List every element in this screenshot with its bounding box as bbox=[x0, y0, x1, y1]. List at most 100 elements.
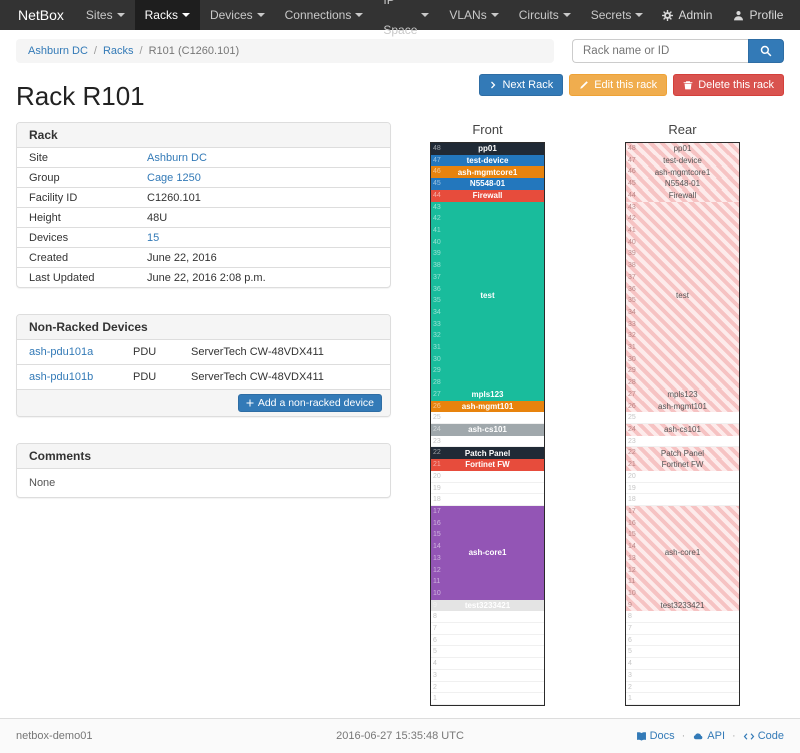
code-link[interactable]: Code bbox=[743, 730, 784, 742]
rack-device-front[interactable]: ash-core1 bbox=[431, 505, 544, 600]
edit-rack-button[interactable]: Edit this rack bbox=[569, 74, 668, 96]
attr-value-link[interactable]: Ashburn DC bbox=[147, 151, 207, 164]
unit-number: 7 bbox=[433, 625, 437, 633]
rack-device-rear[interactable]: ash-mgmtcore1 bbox=[626, 166, 739, 179]
rack-attrs: Site Ashburn DC Group Cage 1250 Facility ID C… bbox=[17, 148, 390, 287]
device-link[interactable]: ash-pdu101b bbox=[29, 371, 94, 383]
rack-device-front[interactable]: ash-mgmt101 bbox=[431, 400, 544, 413]
rack-device-rear[interactable]: test3233421 bbox=[626, 599, 739, 612]
rack-device-front[interactable]: test3233421 bbox=[431, 599, 544, 612]
nav-item-vlans[interactable]: VLANs bbox=[439, 0, 508, 30]
add-non-racked-device-button[interactable]: Add a non-racked device bbox=[237, 394, 382, 412]
nav-item-devices[interactable]: Devices bbox=[200, 0, 275, 30]
non-racked-panel-title: Non-Racked Devices bbox=[17, 315, 390, 340]
rack-device-rear[interactable]: mpls123 bbox=[626, 388, 739, 401]
profile-label: Profile bbox=[749, 8, 784, 22]
edit-rack-label: Edit this rack bbox=[594, 79, 658, 91]
search-icon bbox=[760, 45, 772, 57]
unit-number: 7 bbox=[628, 625, 632, 633]
navbar-menu: Sites Racks Devices Connections IP Space VLAN… bbox=[76, 0, 654, 37]
rack-device-rear[interactable]: ash-cs101 bbox=[626, 424, 739, 436]
logout-link[interactable]: Log out bbox=[795, 0, 800, 30]
rack-unit bbox=[431, 436, 544, 448]
rack-unit bbox=[626, 436, 739, 448]
breadcrumb-site[interactable]: Ashburn DC bbox=[28, 45, 88, 57]
rack-elevations: Front pp01 test-device ash-mgmtcore1 N5548-… bbox=[430, 122, 740, 706]
rack-device-rear[interactable]: ash-core1 bbox=[626, 505, 739, 600]
rack-panel-title: Rack bbox=[17, 123, 390, 148]
unit-number: 1 bbox=[628, 695, 632, 703]
attr-value-link[interactable]: 15 bbox=[147, 231, 160, 244]
rack-unit bbox=[431, 693, 544, 705]
search-input[interactable] bbox=[572, 39, 748, 63]
delete-rack-button[interactable]: Delete this rack bbox=[673, 74, 784, 96]
chevron-down-icon bbox=[635, 13, 644, 17]
rack-device-rear[interactable]: Fortinet FW bbox=[626, 459, 739, 471]
unit-number: 45 bbox=[433, 180, 441, 188]
docs-link[interactable]: Docs bbox=[636, 730, 675, 742]
rack-device-front[interactable]: pp01 bbox=[431, 143, 544, 155]
rack-device-rear[interactable]: pp01 bbox=[626, 143, 739, 155]
nav-item-secrets[interactable]: Secrets bbox=[581, 0, 654, 30]
unit-number: 11 bbox=[433, 578, 441, 586]
rack-device-front[interactable]: ash-mgmtcore1 bbox=[431, 166, 544, 179]
rack-device-front[interactable]: Firewall bbox=[431, 189, 544, 202]
rack-device-front[interactable]: Fortinet FW bbox=[431, 459, 544, 471]
admin-link[interactable]: Admin bbox=[653, 0, 721, 30]
api-link[interactable]: API bbox=[692, 730, 725, 742]
rack-device-front[interactable]: ash-cs101 bbox=[431, 424, 544, 436]
nav-item-sites[interactable]: Sites bbox=[76, 0, 135, 30]
nav-item-connections[interactable]: Connections bbox=[275, 0, 374, 30]
rack-device-rear[interactable]: Patch Panel bbox=[626, 447, 739, 460]
rack-device-front[interactable]: test-device bbox=[431, 154, 544, 167]
unit-number: 10 bbox=[433, 589, 441, 597]
unit-number: 2 bbox=[433, 683, 437, 691]
rack-device-front[interactable]: test bbox=[431, 201, 544, 389]
search-button[interactable] bbox=[748, 39, 784, 63]
attr-value-link[interactable]: Cage 1250 bbox=[147, 171, 201, 184]
rack-unit bbox=[626, 412, 739, 424]
rack-unit bbox=[431, 412, 544, 424]
unit-number: 46 bbox=[628, 168, 636, 176]
attr-row: Facility ID C1260.101 bbox=[17, 187, 390, 207]
next-rack-button[interactable]: Next Rack bbox=[479, 74, 564, 96]
unit-number: 33 bbox=[433, 320, 441, 328]
attr-label: Devices bbox=[29, 231, 69, 244]
chevron-right-icon bbox=[491, 81, 496, 89]
rack-unit bbox=[626, 483, 739, 495]
rack-unit bbox=[626, 670, 739, 682]
nav-item-circuits[interactable]: Circuits bbox=[509, 0, 581, 30]
breadcrumb-racks[interactable]: Racks bbox=[102, 45, 134, 57]
rack-device-front[interactable]: N5548-01 bbox=[431, 178, 544, 190]
device-link[interactable]: ash-pdu101a bbox=[29, 346, 94, 358]
unit-number: 34 bbox=[628, 308, 636, 316]
rack-unit bbox=[431, 494, 544, 506]
rack-unit bbox=[626, 611, 739, 624]
nav-item-ip-space[interactable]: IP Space bbox=[373, 0, 439, 37]
unit-number: 23 bbox=[628, 437, 636, 445]
rack-unit bbox=[626, 494, 739, 506]
unit-number: 33 bbox=[628, 320, 636, 328]
rack-device-rear[interactable]: N5548-01 bbox=[626, 178, 739, 190]
unit-number: 20 bbox=[628, 472, 636, 480]
unit-number: 36 bbox=[628, 285, 636, 293]
rack-unit bbox=[626, 658, 739, 670]
nav-item-label: Secrets bbox=[590, 8, 632, 22]
rack-device-rear[interactable]: ash-mgmt101 bbox=[626, 400, 739, 413]
attr-label: Height bbox=[29, 211, 61, 224]
profile-link[interactable]: Profile bbox=[724, 0, 792, 30]
attr-row: Created June 22, 2016 bbox=[17, 247, 390, 267]
unit-number: 34 bbox=[433, 308, 441, 316]
rack-device-front[interactable]: mpls123 bbox=[431, 388, 544, 401]
attr-value: Ashburn DC bbox=[135, 148, 390, 167]
rack-unit bbox=[626, 646, 739, 659]
nav-item-racks[interactable]: Racks bbox=[134, 0, 200, 30]
attr-value: June 22, 2016 2:08 p.m. bbox=[147, 271, 266, 284]
rack-device-rear[interactable]: Firewall bbox=[626, 189, 739, 202]
rack-device-rear[interactable]: test bbox=[626, 201, 739, 389]
footer-separator: · bbox=[681, 730, 686, 742]
rack-device-rear[interactable]: test-device bbox=[626, 154, 739, 167]
unit-number: 22 bbox=[433, 449, 441, 457]
rack-device-front[interactable]: Patch Panel bbox=[431, 447, 544, 460]
brand[interactable]: NetBox bbox=[18, 7, 64, 23]
